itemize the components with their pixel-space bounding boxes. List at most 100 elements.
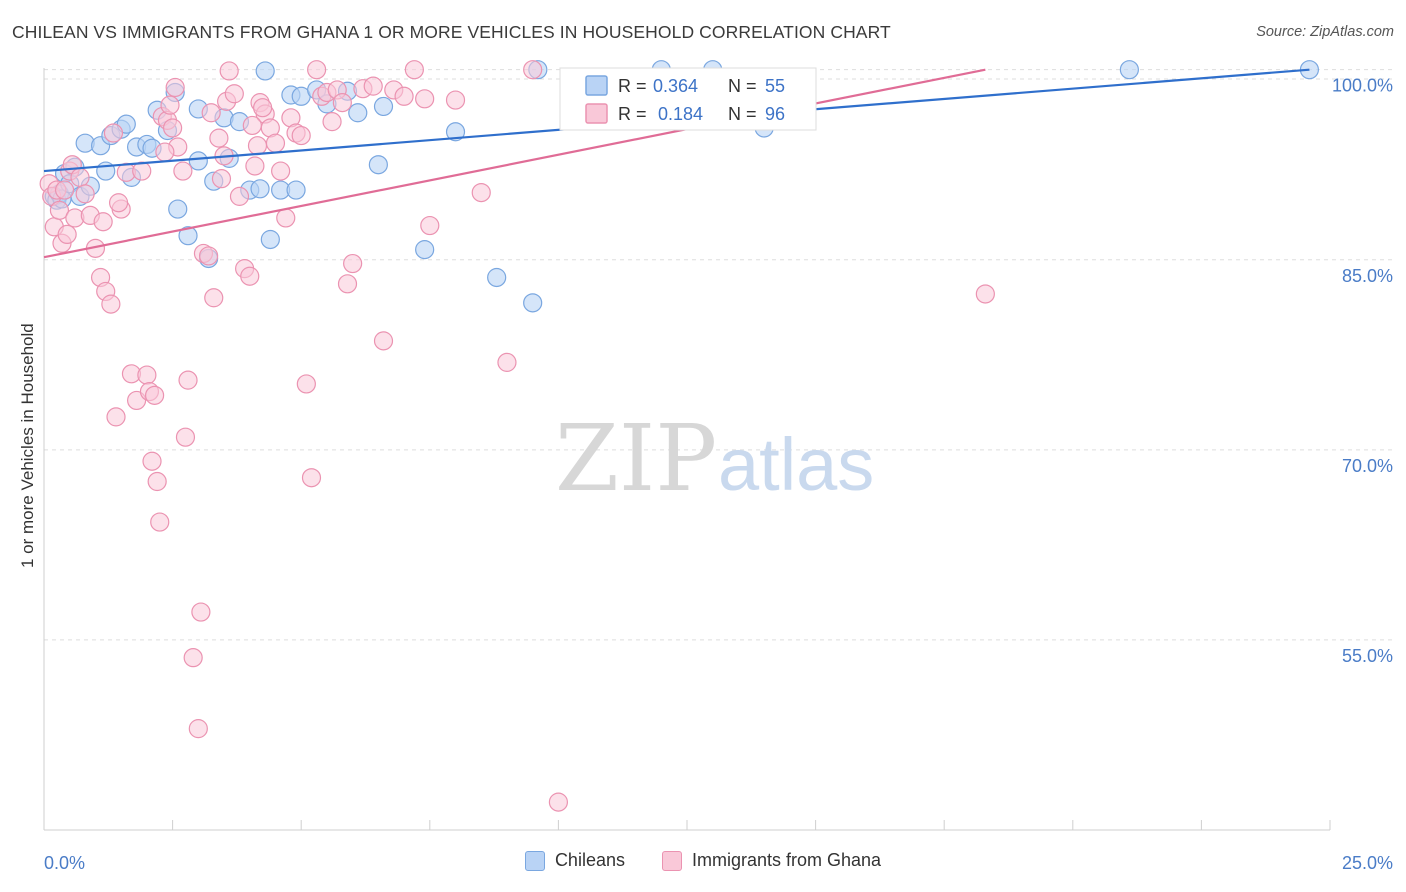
point-ghana <box>265 133 286 153</box>
y-tick-label: 55.0% <box>1342 646 1393 666</box>
y-tick-label: 70.0% <box>1342 456 1393 476</box>
y-tick-label: 85.0% <box>1342 266 1393 286</box>
point-ghana <box>209 128 229 148</box>
point-ghana <box>276 208 296 228</box>
point-chileans <box>1119 60 1139 80</box>
point-ghana <box>191 602 211 622</box>
legend-label-chileans: Chileans <box>554 850 625 870</box>
point-chileans <box>373 96 394 117</box>
point-ghana <box>132 161 152 181</box>
point-ghana <box>291 125 311 146</box>
point-ghana <box>219 61 239 81</box>
point-ghana <box>142 451 162 471</box>
point-ghana <box>204 288 224 308</box>
point-ghana <box>420 215 440 236</box>
point-chileans <box>178 226 198 246</box>
legend-swatch-blue <box>524 850 545 871</box>
point-chileans <box>368 155 388 175</box>
point-ghana <box>75 184 95 204</box>
point-chileans <box>487 267 507 288</box>
point-ghana <box>183 648 203 668</box>
point-chileans <box>348 103 368 123</box>
point-ghana <box>332 93 352 113</box>
point-chileans <box>445 122 466 142</box>
tick-labels: 55.0% 70.0% 85.0% 100.0% 0.0% 25.0% <box>44 76 1393 873</box>
point-ghana <box>178 370 198 390</box>
point-chileans <box>523 293 543 313</box>
point-ghana <box>137 365 157 385</box>
stats-swatch-pink <box>585 103 608 124</box>
chart-title: CHILEAN VS IMMIGRANTS FROM GHANA 1 OR MO… <box>12 22 891 42</box>
point-chileans <box>250 179 270 199</box>
watermark-atlas: atlas <box>718 423 874 506</box>
point-ghana <box>497 352 517 372</box>
point-ghana <box>975 284 995 304</box>
stats-pink-n-label: N = <box>728 104 757 124</box>
point-ghana <box>144 385 165 405</box>
point-ghana <box>343 253 363 274</box>
x-tick-label-max: 25.0% <box>1342 853 1393 873</box>
point-ghana <box>523 60 543 80</box>
point-ghana <box>150 512 170 532</box>
point-ghana <box>404 60 424 80</box>
point-ghana <box>106 407 126 427</box>
point-ghana <box>415 89 435 109</box>
source-label: Source: ZipAtlas.com <box>1256 24 1394 40</box>
point-ghana <box>322 112 342 132</box>
point-ghana <box>394 86 414 106</box>
point-chileans <box>260 229 280 250</box>
watermark: ZIP atlas <box>555 405 874 512</box>
point-ghana <box>175 427 196 447</box>
legend-swatch-pink <box>662 850 682 871</box>
point-chileans <box>255 61 275 81</box>
point-ghana <box>57 224 77 245</box>
point-ghana <box>471 182 491 203</box>
point-ghana <box>147 471 167 492</box>
point-ghana <box>240 266 260 286</box>
point-ghana <box>155 142 175 162</box>
stats-blue-n-value: 55 <box>765 76 785 96</box>
watermark-zip: ZIP <box>555 405 717 512</box>
point-ghana <box>224 84 244 104</box>
point-ghana <box>337 274 358 294</box>
point-ghana <box>160 95 180 115</box>
point-ghana <box>163 118 183 138</box>
point-ghana <box>108 193 129 213</box>
point-ghana <box>363 76 383 96</box>
point-ghana <box>247 136 268 156</box>
point-ghana <box>201 103 221 123</box>
legend-label-ghana: Immigrants from Ghana <box>692 850 882 870</box>
point-ghana <box>229 186 250 206</box>
point-ghana <box>373 331 394 351</box>
point-ghana <box>101 294 121 314</box>
point-ghana <box>70 167 90 187</box>
point-ghana <box>199 246 219 266</box>
point-chileans <box>415 240 435 260</box>
point-ghana <box>242 115 262 136</box>
x-tick-label-min: 0.0% <box>44 853 85 873</box>
point-chileans <box>188 151 208 171</box>
stats-blue-n-label: N = <box>728 76 757 96</box>
point-ghana <box>49 200 70 220</box>
legend: Chileans Immigrants from Ghana <box>0 850 1406 876</box>
legend-item-chileans: Chileans <box>524 850 625 871</box>
stats-pink-r-label: R = <box>618 104 647 124</box>
point-chileans <box>168 199 188 219</box>
point-ghana <box>253 98 273 118</box>
point-ghana <box>211 169 232 189</box>
point-chileans <box>286 180 306 200</box>
stats-pink-r-value: 0.184 <box>658 104 703 124</box>
point-ghana <box>54 180 75 200</box>
stats-pink-n-value: 96 <box>765 104 785 124</box>
point-ghana <box>296 374 316 394</box>
point-ghana <box>103 123 124 143</box>
y-tick-label: 100.0% <box>1332 76 1393 96</box>
stats-swatch-blue <box>585 75 608 96</box>
stats-blue-r-value: 0.364 <box>653 76 698 96</box>
point-ghana <box>271 161 291 181</box>
point-ghana <box>245 156 265 176</box>
point-ghana <box>301 468 322 488</box>
y-axis-label: 1 or more Vehicles in Household <box>18 322 37 568</box>
point-ghana <box>307 60 327 80</box>
